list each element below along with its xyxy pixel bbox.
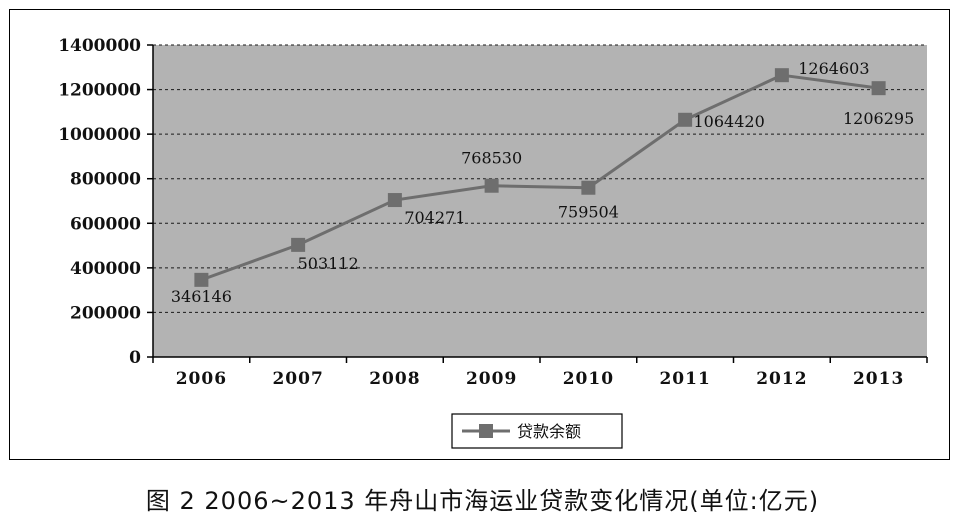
y-tick-label-1200000: 1200000 bbox=[58, 81, 141, 101]
x-tick-label-2008: 2008 bbox=[369, 369, 420, 389]
y-tick-label-800000: 800000 bbox=[70, 170, 141, 190]
x-tick-label-2011: 2011 bbox=[659, 369, 710, 389]
x-tick-label-2009: 2009 bbox=[466, 369, 517, 389]
x-tick-label-2010: 2010 bbox=[563, 369, 614, 389]
data-labels: 346146 503112 704271 768530 759504 1064420 126… bbox=[171, 59, 914, 306]
data-point-2011 bbox=[678, 112, 693, 127]
x-tick-label-2007: 2007 bbox=[272, 369, 323, 389]
data-point-2010 bbox=[581, 180, 596, 195]
data-label-2007: 503112 bbox=[298, 254, 359, 273]
data-label-2013: 1206295 bbox=[843, 109, 914, 128]
legend-marker-square bbox=[479, 424, 493, 438]
x-tick-label-2013: 2013 bbox=[853, 369, 904, 389]
data-label-2006: 346146 bbox=[171, 287, 232, 306]
gridlines bbox=[153, 44, 927, 313]
data-label-2010: 759504 bbox=[558, 203, 619, 222]
data-point-2012 bbox=[774, 68, 789, 83]
y-tick-label-200000: 200000 bbox=[70, 303, 141, 323]
y-tick-label-1000000: 1000000 bbox=[58, 125, 141, 145]
data-point-2007 bbox=[291, 237, 306, 252]
data-point-2008 bbox=[387, 193, 402, 208]
y-tick-label-1400000: 1400000 bbox=[58, 36, 141, 56]
figure-caption: 图 2 2006~2013 年舟山市海运业贷款变化情况(单位:亿元) bbox=[145, 487, 820, 515]
legend-label: 贷款余额 bbox=[517, 422, 581, 441]
plot-area bbox=[153, 45, 927, 357]
x-tick-label-2012: 2012 bbox=[756, 369, 807, 389]
line-chart: 0 200000 400000 600000 800000 1000000 1200000 1… bbox=[58, 36, 928, 449]
data-label-2008: 704271 bbox=[404, 208, 465, 227]
series-line-loan-balance bbox=[200, 73, 879, 282]
data-point-2006 bbox=[194, 272, 209, 287]
y-tick-label-0: 0 bbox=[129, 348, 141, 368]
y-tick-label-400000: 400000 bbox=[70, 259, 141, 279]
y-tick-label-600000: 600000 bbox=[70, 214, 141, 234]
legend: 贷款余额 bbox=[451, 413, 623, 449]
data-label-2012: 1264603 bbox=[798, 59, 869, 78]
data-label-2011: 1064420 bbox=[693, 112, 764, 131]
x-tick-label-2006: 2006 bbox=[176, 369, 227, 389]
data-label-2009: 768530 bbox=[461, 149, 522, 168]
axes: 0 200000 400000 600000 800000 1000000 1200000 1… bbox=[58, 36, 928, 389]
data-point-2013 bbox=[871, 81, 886, 96]
series-layer bbox=[194, 68, 886, 287]
data-point-2009 bbox=[484, 178, 499, 193]
